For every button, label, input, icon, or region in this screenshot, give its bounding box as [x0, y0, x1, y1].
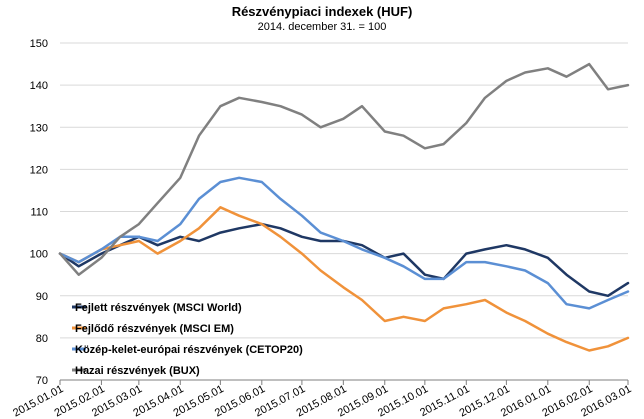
- legend: Fejlett részvények (MSCI World) Fejlődő r…: [72, 302, 303, 377]
- y-tick-label: 110: [30, 207, 48, 219]
- y-tick-label: 70: [36, 375, 48, 387]
- x-axis-ticks: 2015.01.012015.02.012015.03.012015.04.01…: [11, 380, 633, 419]
- y-tick-label: 150: [30, 38, 48, 50]
- y-tick-label: 100: [30, 249, 48, 261]
- legend-label: Fejlődő részvények (MSCI EM): [75, 323, 234, 335]
- legend-label: Közép-kelet-európai részvények (CETOP20): [75, 344, 303, 356]
- y-tick-label: 130: [30, 122, 48, 134]
- legend-label: Fejlett részvények (MSCI World): [75, 302, 242, 314]
- series-lines: [58, 62, 630, 352]
- y-axis-ticks: 70 80 90 100 110 120 130 140 150: [30, 38, 48, 387]
- y-tick-label: 120: [30, 164, 48, 176]
- legend-label: Hazai részvények (BUX): [75, 365, 200, 377]
- series-line-0: [58, 222, 630, 298]
- y-tick-label: 140: [30, 80, 48, 92]
- y-tick-label: 90: [36, 291, 48, 303]
- series-line-2: [58, 176, 630, 310]
- grid-lines: [60, 42, 628, 381]
- series-line-1: [58, 206, 630, 352]
- y-tick-label: 80: [36, 333, 48, 345]
- chart-subtitle: 2014. december 31. = 100: [258, 21, 387, 33]
- series-line-3: [58, 62, 630, 276]
- chart-title: Részvénypiaci indexek (HUF): [232, 4, 413, 19]
